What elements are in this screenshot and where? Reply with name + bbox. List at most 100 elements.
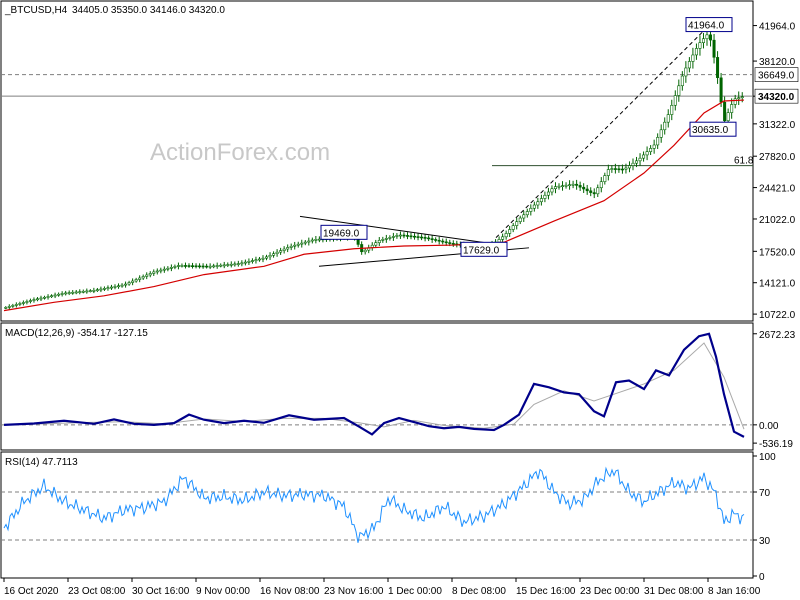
candle <box>691 47 695 69</box>
candle <box>152 269 156 276</box>
time-tick-label: 15 Dec 16:00 <box>516 586 576 597</box>
candle <box>635 156 639 168</box>
price-reference-label: 34320.0 <box>758 92 795 103</box>
candle-body <box>511 225 515 230</box>
candle <box>546 187 550 200</box>
candle-body <box>546 191 550 196</box>
candle <box>553 182 557 194</box>
candle <box>437 236 441 245</box>
candle-body <box>638 157 642 162</box>
candle <box>99 286 103 293</box>
candle <box>180 263 184 268</box>
candle-body <box>504 233 508 238</box>
candle-body <box>649 148 653 152</box>
price-layer: 41964.0 38120.0 34320.0 31322.0 27820.0 24421… <box>1 17 799 321</box>
price-tick-label: 31322.0 <box>759 120 796 131</box>
price-reference-label: 36649.0 <box>758 71 795 82</box>
candle-body <box>296 243 300 246</box>
candle <box>303 240 307 246</box>
candle-body <box>106 287 110 290</box>
candle <box>645 146 649 161</box>
candle-body <box>85 290 89 293</box>
candle <box>532 201 536 212</box>
candle <box>310 237 314 244</box>
candle <box>603 172 607 185</box>
candle-body <box>205 265 209 268</box>
candle <box>102 286 106 291</box>
candle <box>511 223 515 233</box>
candle <box>561 181 565 191</box>
candle-body <box>578 185 582 188</box>
candle <box>578 181 582 191</box>
candle <box>141 274 145 280</box>
rsi-tick-label: 30 <box>759 536 771 547</box>
candle-body <box>88 290 92 292</box>
candle-body <box>7 306 11 308</box>
candle-body <box>582 186 586 190</box>
candle <box>733 94 737 109</box>
candle-body <box>120 284 124 287</box>
candle <box>568 180 572 190</box>
candle-body <box>663 121 667 131</box>
candle <box>381 236 385 243</box>
price-tick-label: 17520.0 <box>759 247 796 258</box>
pivot-annotation: 19469.0 <box>320 224 368 240</box>
candle <box>120 283 124 288</box>
candle <box>279 247 283 255</box>
candle <box>391 232 395 241</box>
candle <box>617 164 621 173</box>
candle-body <box>243 261 247 264</box>
candle-body <box>148 273 152 276</box>
candle-body <box>35 298 39 301</box>
candle <box>670 99 674 121</box>
candle-body <box>666 114 670 123</box>
candle <box>159 267 163 274</box>
candle-body <box>645 151 649 156</box>
candle-body <box>444 241 448 244</box>
candle <box>712 34 716 64</box>
candle-body <box>564 184 568 187</box>
candle-body <box>50 295 54 298</box>
candle <box>388 235 392 241</box>
candle <box>106 285 110 291</box>
candle <box>11 303 15 308</box>
candle-body <box>673 95 677 106</box>
candle-body <box>124 283 128 286</box>
candle <box>589 187 593 197</box>
candle-body <box>191 265 195 267</box>
candle <box>307 237 311 246</box>
candle <box>194 263 198 269</box>
candle <box>504 230 508 240</box>
candle-body <box>131 280 135 283</box>
candle-body <box>293 244 297 247</box>
candle <box>596 184 600 198</box>
candle-body <box>138 277 142 280</box>
candle-body <box>109 286 113 289</box>
candle-body <box>261 257 265 260</box>
candle <box>557 183 561 190</box>
candle <box>18 301 22 307</box>
candle <box>127 280 131 286</box>
candle-body <box>39 297 43 300</box>
candle <box>198 263 202 269</box>
candle-body <box>635 160 639 164</box>
candle-body <box>585 188 589 192</box>
candle <box>131 278 135 286</box>
candle-body <box>247 261 251 263</box>
candle-body <box>592 192 596 195</box>
candle <box>413 233 417 240</box>
candle <box>50 294 54 299</box>
candle-body <box>4 307 8 309</box>
candle <box>684 61 688 83</box>
candle-body <box>701 38 705 43</box>
candle-body <box>81 290 85 293</box>
rsi-panel-frame <box>0 451 754 579</box>
candle-body <box>208 265 212 268</box>
candle-body <box>310 239 314 242</box>
candle-body <box>381 239 385 241</box>
candle-body <box>141 276 145 279</box>
candle-body <box>99 288 103 291</box>
candle <box>631 158 635 171</box>
candle <box>74 289 78 295</box>
